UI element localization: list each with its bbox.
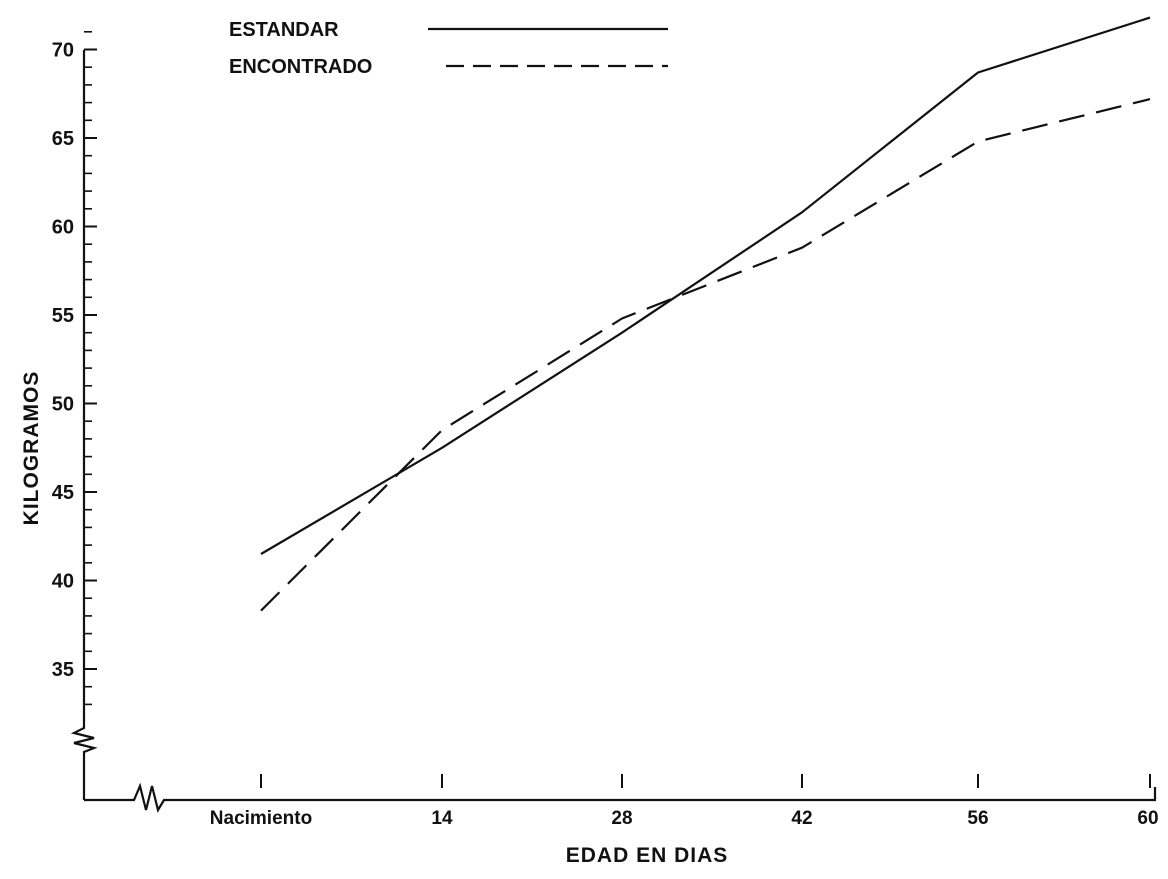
y-axis-ticks: 35 40 45 50 55 60 65 70 bbox=[52, 30, 97, 706]
y-tick-label: 35 bbox=[52, 659, 74, 681]
x-axis-line bbox=[84, 782, 1157, 813]
y-axis-line bbox=[70, 50, 98, 800]
y-tick-label: 60 bbox=[52, 217, 74, 239]
y-tick-label: 65 bbox=[52, 128, 74, 150]
y-tick-label: 40 bbox=[52, 571, 74, 593]
y-tick-label: 45 bbox=[52, 482, 74, 504]
y-axis-title: KILOGRAMOS bbox=[20, 371, 43, 526]
legend-label: ENCONTRADO bbox=[229, 56, 372, 78]
x-axis-title: EDAD EN DIAS bbox=[566, 844, 729, 867]
y-tick-label: 55 bbox=[52, 305, 74, 327]
x-axis-ticks: Nacimiento 14 28 42 56 60 bbox=[210, 774, 1159, 829]
y-tick-label: 50 bbox=[52, 394, 74, 416]
legend: ESTANDAR ENCONTRADO bbox=[229, 19, 668, 78]
x-tick-label: 56 bbox=[967, 808, 988, 829]
x-tick-label: 42 bbox=[791, 808, 812, 829]
x-tick-label: 60 bbox=[1137, 808, 1158, 829]
x-tick-label: 28 bbox=[611, 808, 632, 829]
y-tick-label: 70 bbox=[52, 40, 74, 62]
legend-label: ESTANDAR bbox=[229, 19, 339, 41]
x-tick-label: 14 bbox=[431, 808, 453, 829]
x-tick-label: Nacimiento bbox=[210, 808, 312, 829]
series-line-estandar bbox=[260, 16, 1151, 555]
series-line-encontrado bbox=[260, 98, 1151, 612]
series-layer bbox=[260, 16, 1151, 612]
axes bbox=[70, 50, 1157, 813]
